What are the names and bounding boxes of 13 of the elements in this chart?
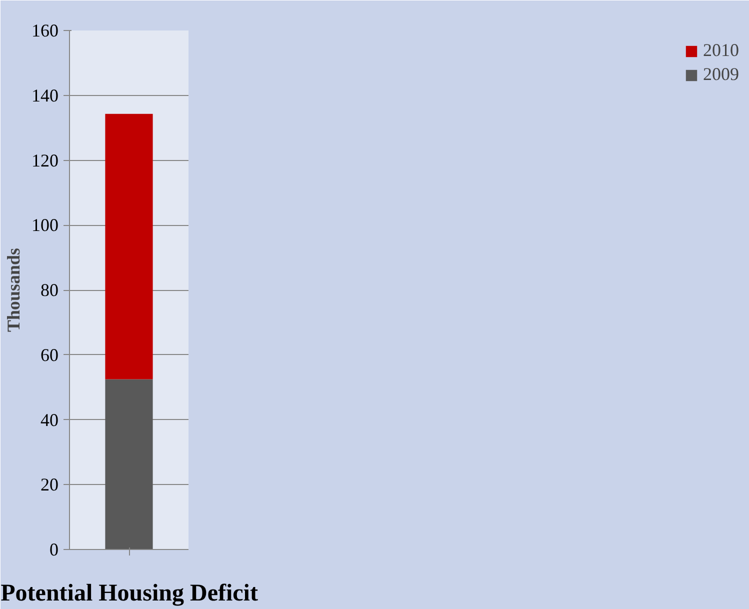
y-tick-label: 40: [40, 410, 58, 430]
y-tick-label: 0: [50, 540, 58, 560]
y-tick-label: 100: [32, 215, 58, 236]
y-axis-title: Thousands: [4, 248, 24, 332]
y-tick-label: 80: [40, 280, 58, 300]
x-tick-label: Potential Housing Deficit: [0, 580, 258, 606]
y-tick-label: 160: [32, 20, 58, 40]
legend-label: 2009: [703, 64, 739, 85]
y-tick-label: 20: [40, 474, 58, 495]
y-tick-label: 60: [40, 344, 58, 365]
legend-label: 2010: [703, 40, 739, 61]
y-tick-label: 140: [32, 85, 58, 106]
y-tick-label: 120: [32, 150, 58, 170]
